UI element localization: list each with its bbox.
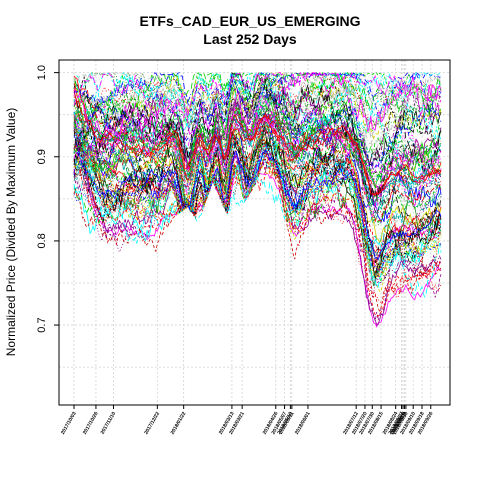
- x-tick-label: 2018/01/22: [170, 411, 188, 436]
- series-line: [73, 95, 442, 218]
- x-tick-label: 2017/10/03: [60, 411, 78, 436]
- series-line: [73, 71, 442, 154]
- series-line: [73, 149, 442, 321]
- series-line: [73, 113, 442, 220]
- series-line: [73, 78, 442, 278]
- series-line: [73, 142, 442, 292]
- series-group: [73, 71, 442, 328]
- x-tick-label: 2017/12/22: [143, 411, 161, 436]
- series-line: [73, 117, 442, 298]
- series-line: [73, 95, 442, 208]
- plot-frame: [58, 59, 451, 406]
- series-line: [73, 72, 442, 169]
- series-line: [73, 79, 442, 170]
- x-axis: 2017/10/03 2017/10/26 2017/11/10 2017/12/22…: [60, 405, 435, 436]
- y-tick-label: 0.9: [36, 149, 48, 164]
- y-axis: 0.7 0.8 0.9 1.0: [36, 65, 59, 333]
- series-line: [73, 147, 442, 312]
- chart-title: ETFs_CAD_EUR_US_EMERGING: [140, 13, 361, 29]
- y-axis-label: Normalized Price (Divided By Maximum Val…: [4, 108, 18, 357]
- series-line: [73, 139, 442, 304]
- series-line: [73, 121, 442, 223]
- series-line: [73, 111, 442, 224]
- y-tick-label: 1.0: [36, 65, 48, 80]
- series-line: [73, 107, 442, 215]
- series-line: [73, 72, 442, 174]
- series-line: [73, 141, 442, 267]
- chart-subtitle: Last 252 Days: [203, 31, 297, 47]
- series-line: [73, 81, 442, 146]
- series-line: [73, 117, 442, 223]
- series-line: [73, 71, 442, 129]
- x-tick-label: 2017/10/26: [82, 411, 100, 436]
- series-line: [73, 71, 442, 120]
- series-line: [73, 72, 442, 199]
- y-tick-label: 0.7: [36, 317, 48, 332]
- series-line: [73, 72, 442, 185]
- series-line: [73, 71, 442, 175]
- series-line: [73, 112, 442, 299]
- series-line: [73, 135, 442, 261]
- series-line: [73, 75, 442, 197]
- series-line: [73, 108, 442, 211]
- series-line: [73, 133, 442, 264]
- series-line: [73, 72, 442, 117]
- series-line: [73, 112, 442, 281]
- series-line: [73, 90, 442, 196]
- series-line: [73, 102, 442, 194]
- series-line: [73, 72, 442, 143]
- series-line: [73, 126, 442, 243]
- x-tick-label: 2017/11/10: [100, 411, 118, 436]
- y-tick-label: 0.8: [36, 233, 48, 248]
- series-line: [73, 111, 442, 224]
- series-line: [73, 74, 442, 169]
- series-line: [73, 105, 442, 276]
- series-line: [73, 137, 442, 280]
- series-line: [73, 71, 442, 154]
- series-line: [73, 76, 442, 170]
- series-line: [73, 72, 442, 178]
- series-line: [73, 142, 442, 284]
- series-line: [73, 71, 442, 146]
- x-tick-label: 2018/06/01: [294, 411, 312, 436]
